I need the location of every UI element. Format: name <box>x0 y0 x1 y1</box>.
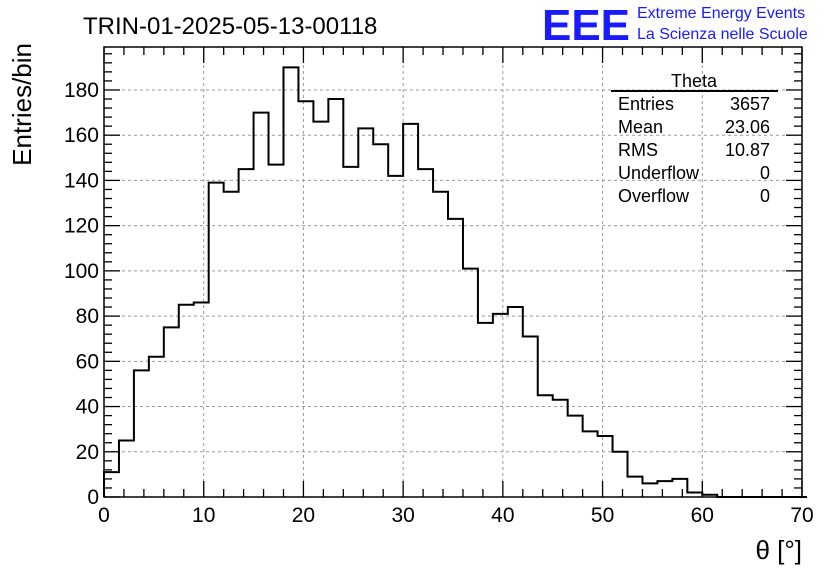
chart-title: TRIN-01-2025-05-13-00118 <box>83 13 377 40</box>
stats-row-value: 10.87 <box>725 140 770 160</box>
stats-row-value: 0 <box>760 163 770 183</box>
stats-row-label: RMS <box>618 140 658 160</box>
histogram-bin <box>119 440 134 497</box>
x-tick-label: 50 <box>591 504 614 527</box>
logo-line-2: La Scienza nelle Scuole <box>637 26 808 43</box>
stats-row-value: 3657 <box>730 94 770 114</box>
plot-frame <box>103 46 803 498</box>
histogram-bin <box>254 113 269 497</box>
histogram-bin <box>283 67 298 497</box>
x-tick-label: 30 <box>391 504 414 527</box>
y-tick-label: 180 <box>64 79 99 102</box>
histogram-bin <box>239 169 254 497</box>
histogram-bin <box>403 124 418 497</box>
y-tick-label: 140 <box>64 169 99 192</box>
histogram-bin <box>134 370 149 497</box>
histogram-bin <box>298 101 313 497</box>
x-tick-label: 20 <box>292 504 315 527</box>
histogram-bin <box>388 176 403 497</box>
stats-row-label: Underflow <box>618 163 700 183</box>
histogram-bin <box>418 169 433 497</box>
histogram-bin <box>209 183 224 497</box>
axis-ticks <box>103 47 803 498</box>
histogram-bin <box>478 323 493 497</box>
histogram-bin <box>628 477 643 497</box>
histogram-bin <box>508 307 523 497</box>
histogram-bin <box>373 144 388 497</box>
histogram-bin <box>613 452 628 497</box>
histogram-bin <box>194 303 209 497</box>
histogram-bin <box>523 336 538 497</box>
stats-row-label: Overflow <box>618 186 690 206</box>
histogram-bin <box>553 400 568 497</box>
histogram-bin <box>313 122 328 497</box>
histogram-bin <box>269 165 284 497</box>
histogram-bin <box>328 99 343 497</box>
histogram-bin <box>568 416 583 497</box>
stats-box: Theta Entries 3657 Mean 23.06 RMS 10.87 Underf… <box>611 71 778 206</box>
histogram-bin <box>598 436 613 497</box>
grid <box>104 47 802 497</box>
histogram-bin <box>642 483 657 497</box>
y-tick-label: 80 <box>76 305 99 328</box>
histogram-bin <box>538 395 553 497</box>
histogram-bin <box>657 481 672 497</box>
histogram-bin <box>463 269 478 497</box>
histogram-bin <box>358 128 373 497</box>
stats-title: Theta <box>671 71 718 91</box>
eee-logo-letters: EEE <box>542 1 630 50</box>
histogram-bin <box>164 327 179 497</box>
histogram-bin <box>433 192 448 497</box>
y-axis-label: Entries/bin <box>7 43 37 166</box>
stats-row-label: Mean <box>618 117 663 137</box>
x-tick-label: 0 <box>98 504 110 527</box>
x-tick-label: 60 <box>691 504 714 527</box>
y-tick-label: 100 <box>64 260 99 283</box>
x-tick-label: 10 <box>192 504 215 527</box>
y-tick-label: 120 <box>64 215 99 238</box>
stats-row-value: 0 <box>760 186 770 206</box>
x-tick-label: 70 <box>790 504 813 527</box>
histogram-bin <box>448 219 463 497</box>
histogram-bin <box>224 192 239 497</box>
y-tick-label: 0 <box>87 486 99 509</box>
stats-rows: Entries 3657 Mean 23.06 RMS 10.87 Underflow 0 Ov… <box>618 94 770 206</box>
y-tick-label: 160 <box>64 124 99 147</box>
axis-tick-labels: 0 10 20 30 40 50 60 70 0 20 40 60 80 100 120 140 160 180 <box>64 79 814 527</box>
y-tick-label: 40 <box>76 396 99 419</box>
x-axis-label: θ [°] <box>755 535 802 565</box>
histogram-bin <box>583 431 598 497</box>
y-tick-label: 20 <box>76 441 99 464</box>
y-tick-label: 60 <box>76 350 99 373</box>
histogram-bin <box>343 167 358 497</box>
histogram-bin <box>179 305 194 497</box>
x-tick-label: 40 <box>491 504 514 527</box>
eee-logo: EEE Extreme Energy Events La Scienza nel… <box>542 1 808 50</box>
histogram-bin <box>493 314 508 497</box>
histogram-bin <box>149 357 164 497</box>
histogram-step-line <box>103 66 807 498</box>
histogram-bin <box>672 479 687 497</box>
stats-row-label: Entries <box>618 94 674 114</box>
logo-line-1: Extreme Energy Events <box>637 5 805 22</box>
stats-row-value: 23.06 <box>725 117 770 137</box>
histogram-bin <box>104 472 119 497</box>
